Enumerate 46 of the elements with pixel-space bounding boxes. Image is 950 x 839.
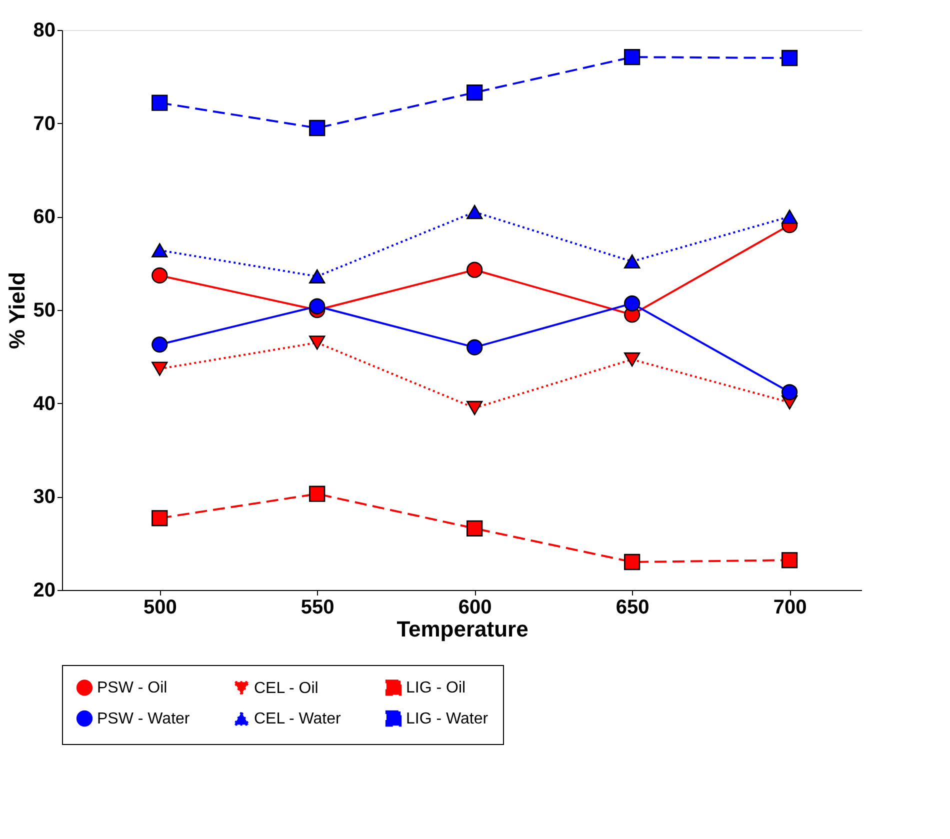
point [309,269,326,284]
point [466,520,483,536]
x-tick-label: 550 [300,596,334,618]
point [466,204,483,220]
legend-label: LIG - Water [406,710,489,728]
x-axis-title: Temperature [396,616,528,642]
point [466,262,483,278]
point [309,486,326,502]
legend-label: PSW - Water [97,710,190,728]
point [781,210,798,224]
y-tick-label: 30 [33,486,56,508]
legend-label: CEL - Water [254,710,342,728]
x-tick-label: 500 [143,596,177,618]
point [152,94,168,111]
point [781,384,798,400]
point [466,339,483,356]
point [152,336,168,353]
legend-label: CEL - Oil [254,680,318,698]
point [309,120,326,136]
point [781,50,798,66]
legend-label: PSW - Oil [97,680,168,697]
point [466,84,483,101]
legend-label: LIG - Oil [406,680,466,697]
x-tick-label: 700 [773,596,807,618]
y-axis-title: % Yield [4,272,30,350]
point [152,267,168,284]
point [152,510,168,526]
point [624,49,640,66]
point [624,295,640,312]
y-tick-label: 70 [33,112,56,135]
point [152,243,168,258]
y-tick-label: 20 [33,580,56,602]
point [781,552,798,568]
point [624,254,640,269]
point [624,554,640,570]
point [624,352,640,367]
y-tick-label: 80 [33,20,56,42]
x-tick-label: 600 [458,596,492,618]
point [152,362,168,376]
y-tick-label: 60 [33,206,56,228]
point [466,400,483,416]
y-tick-label: 40 [33,392,56,415]
y-tick-label: 50 [33,300,56,322]
x-tick-label: 650 [616,596,650,618]
point [309,336,326,350]
point [309,298,326,314]
